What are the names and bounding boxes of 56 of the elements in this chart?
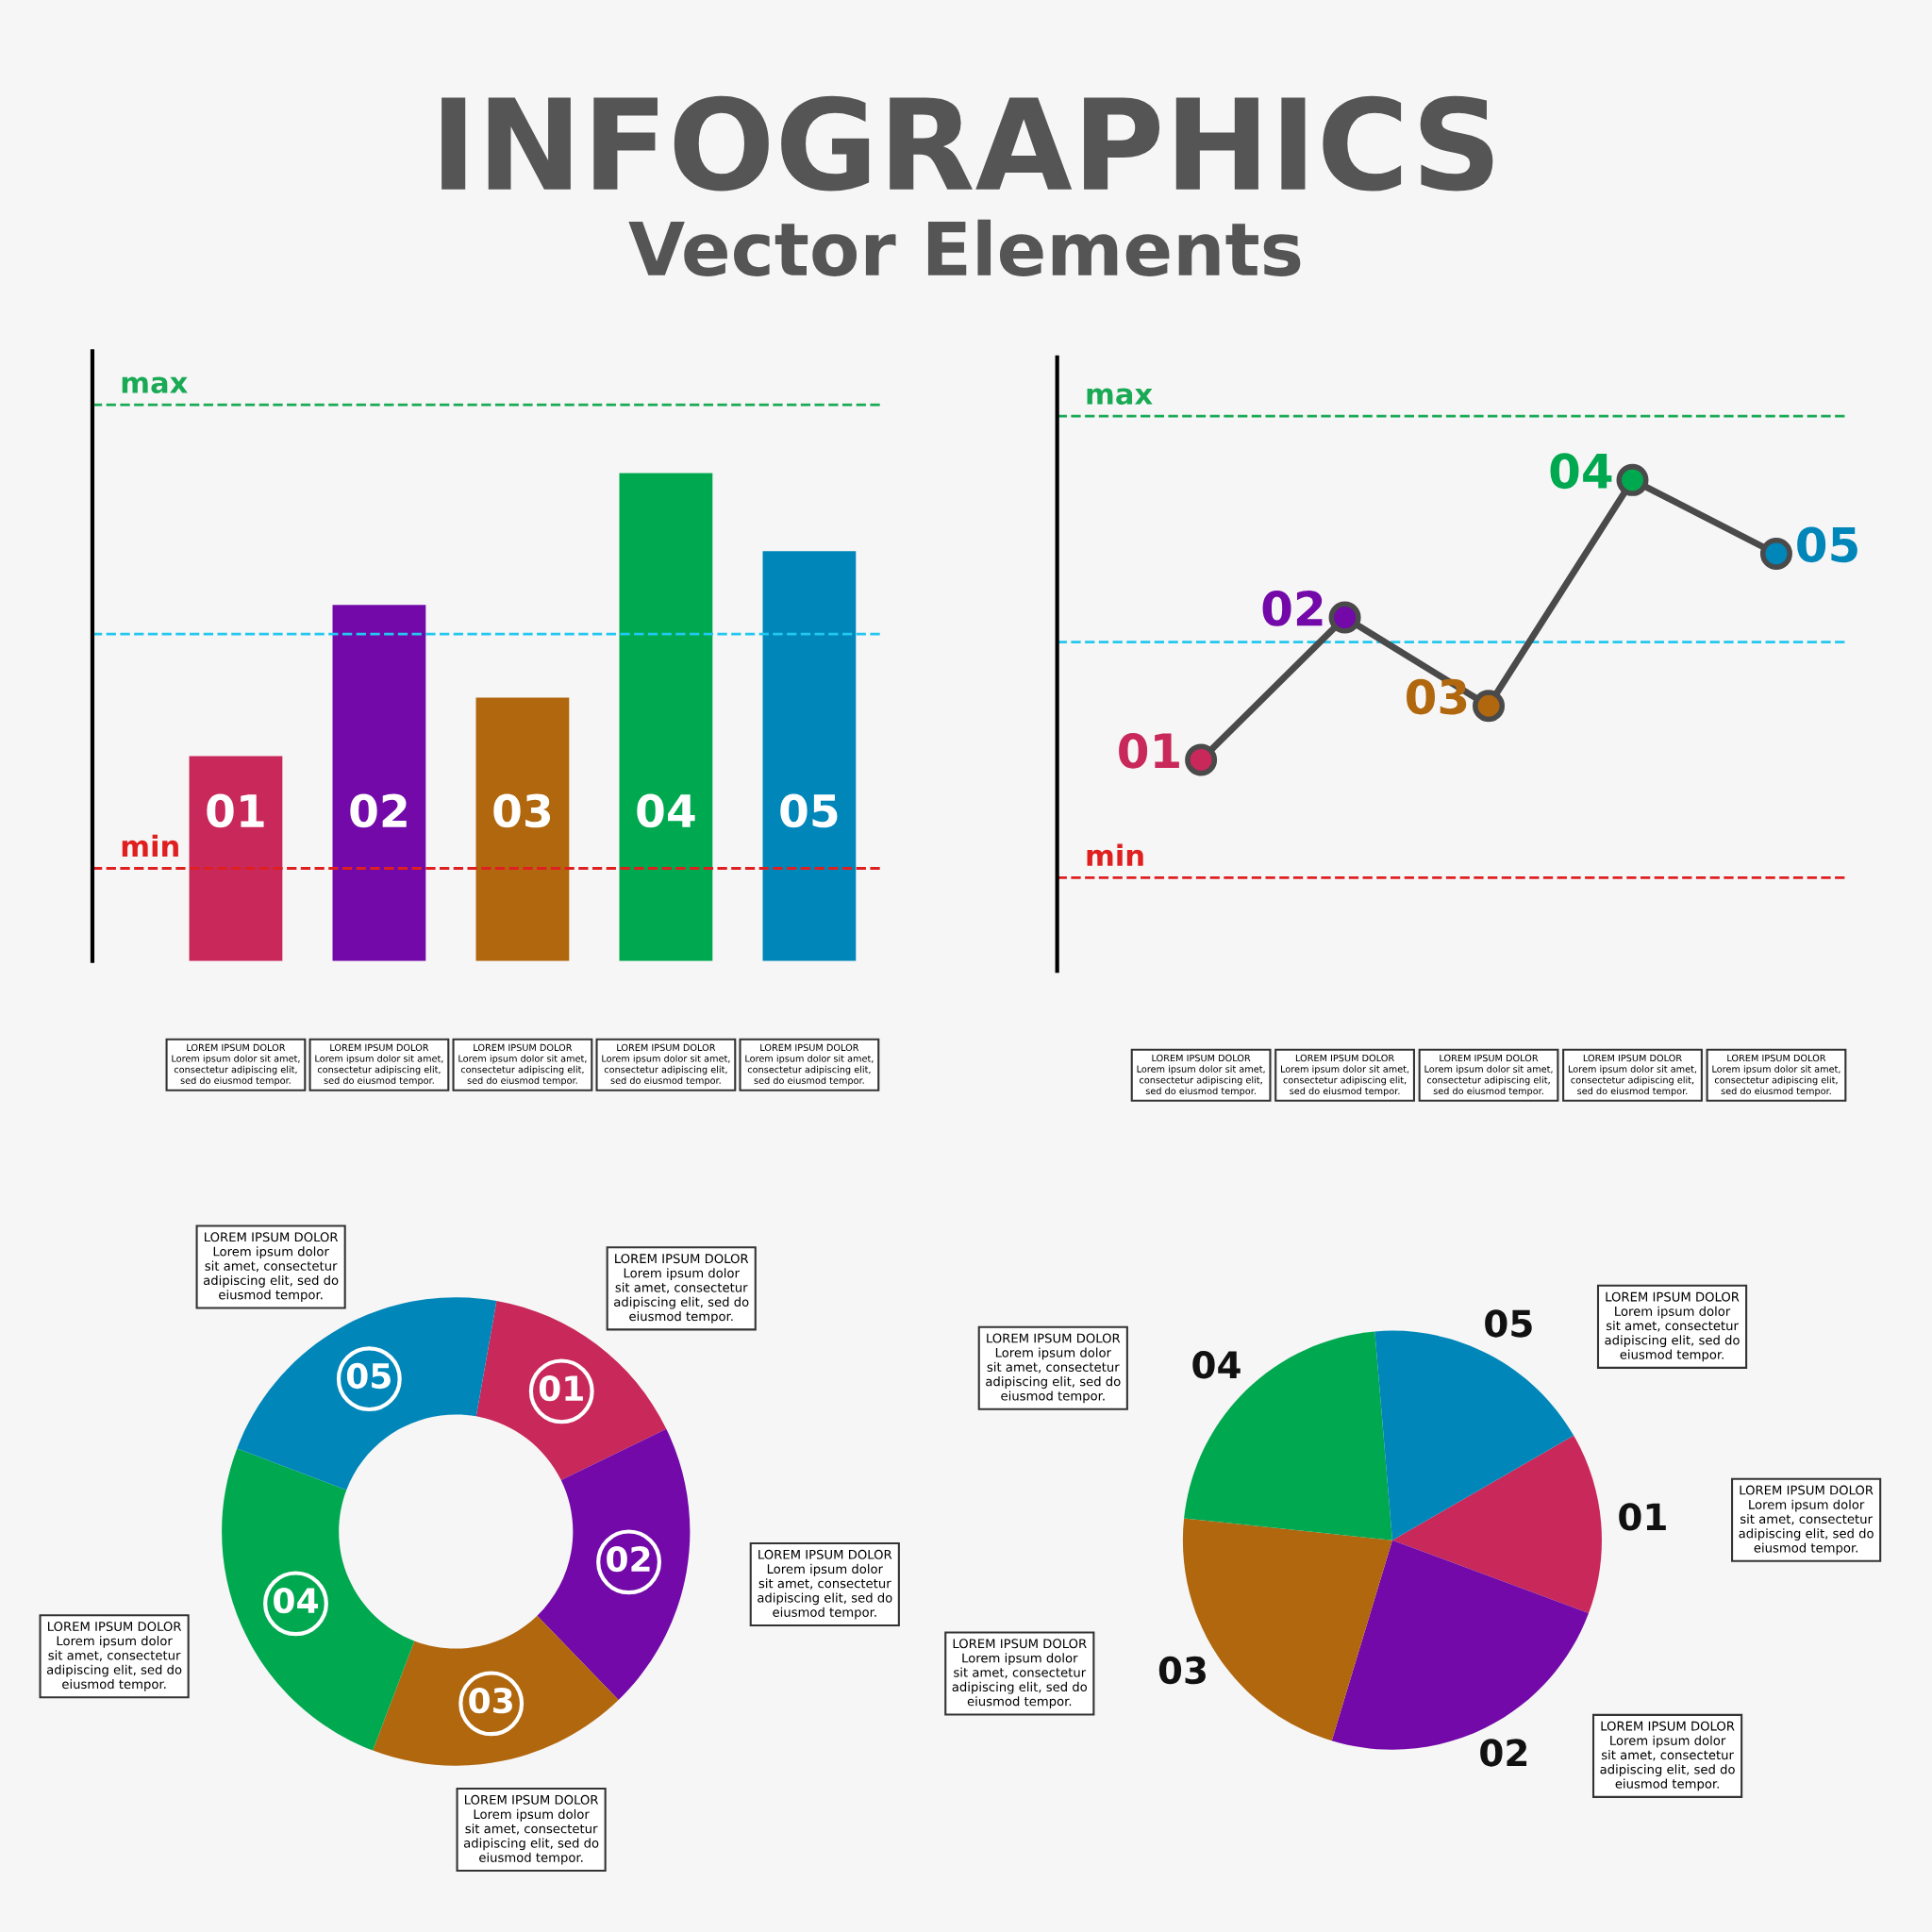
- annotation: 02: [1262, 591, 1323, 626]
- text: LOREM IPSUM DOLOR Lorem ipsum dolor sit amet, consectetur adipiscing elit, sed do eiusmod tempor.: [1739, 1485, 1874, 1556]
- text: LOREM IPSUM DOLOR Lorem ipsum dolor sit amet, consectetur adipiscing elit, sed do eiusmod tempor.: [745, 1043, 874, 1086]
- annotation: 05: [1797, 526, 1857, 563]
- text: LOREM IPSUM DOLOR Lorem ipsum dolor sit amet, consectetur adipiscing elit, sed do eiusmod tempor.: [172, 1043, 300, 1086]
- text: LOREM IPSUM DOLOR Lorem ipsum dolor sit amet, consectetur adipiscing elit, sed do eiusmod tempor.: [458, 1043, 587, 1086]
- pie-slice: [1391, 1435, 1602, 1614]
- ref-line-label: min: [1087, 843, 1143, 866]
- text: LOREM IPSUM DOLOR Lorem ipsum dolor sit amet, consectetur adipiscing elit, sed do eiusmod tempor.: [986, 1333, 1121, 1404]
- annotation: 03: [1407, 678, 1467, 715]
- bar: [475, 697, 570, 961]
- text: LOREM IPSUM DOLOR Lorem ipsum dolor sit amet, consectetur adipiscing elit, sed do eiusmod tempor.: [614, 1254, 749, 1324]
- text: LOREM IPSUM DOLOR Lorem ipsum dolor sit amet, consectetur adipiscing elit, sed do eiusmod tempor.: [1712, 1054, 1840, 1096]
- x-tick-label: 03: [493, 793, 551, 828]
- slice-label: 03: [469, 1687, 512, 1714]
- text: LOREM IPSUM DOLOR Lorem ipsum dolor sit amet, consectetur adipiscing elit, sed do eiusmod tempor.: [1605, 1291, 1740, 1362]
- slice-label: 04: [274, 1587, 318, 1614]
- chart-title: INFOGRAPHICS: [441, 95, 1493, 192]
- x-tick-label: 05: [780, 793, 838, 828]
- annotation: 01: [1119, 732, 1179, 769]
- ref-line-label: min: [122, 834, 178, 857]
- ref-line-label: max: [1087, 388, 1153, 406]
- slice-label: 02: [1480, 1739, 1527, 1767]
- text: LOREM IPSUM DOLOR Lorem ipsum dolor sit amet, consectetur adipiscing elit, sed do eiusmod tempor.: [602, 1043, 730, 1086]
- pie-slice: [1184, 1331, 1392, 1541]
- x-tick-label: 02: [350, 793, 407, 828]
- text: LOREM IPSUM DOLOR Lorem ipsum dolor sit amet, consectetur adipiscing elit, sed do eiusmod tempor.: [46, 1622, 182, 1691]
- ref-line-label: max: [122, 376, 188, 394]
- text: LOREM IPSUM DOLOR Lorem ipsum dolor sit amet, consectetur adipiscing elit, sed do eiusmod tempor.: [758, 1549, 892, 1620]
- x-tick-label: 01: [207, 793, 264, 828]
- text: LOREM IPSUM DOLOR Lorem ipsum dolor sit amet, consectetur adipiscing elit, sed do eiusmod tempor.: [1281, 1054, 1409, 1096]
- text: LOREM IPSUM DOLOR Lorem ipsum dolor sit amet, consectetur adipiscing elit, sed do eiusmod tempor.: [1424, 1054, 1553, 1096]
- slice-label: 04: [1192, 1351, 1241, 1379]
- bar: [189, 756, 283, 961]
- slice-label: 02: [607, 1545, 650, 1573]
- bar: [762, 551, 857, 961]
- bar: [332, 605, 426, 961]
- text: LOREM IPSUM DOLOR Lorem ipsum dolor sit amet, consectetur adipiscing elit, sed do eiusmod tempor.: [203, 1232, 339, 1302]
- text: LOREM IPSUM DOLOR Lorem ipsum dolor sit amet, consectetur adipiscing elit, sed do eiusmod tempor.: [1568, 1054, 1697, 1096]
- donut-slice: [373, 1615, 619, 1766]
- slice-label: 03: [1158, 1656, 1206, 1685]
- text: LOREM IPSUM DOLOR Lorem ipsum dolor sit amet, consectetur adipiscing elit, sed do eiusmod tempor.: [315, 1043, 443, 1086]
- donut-slice: [537, 1428, 691, 1701]
- x-tick-label: 04: [637, 793, 695, 828]
- bar: [619, 473, 713, 961]
- text: LOREM IPSUM DOLOR Lorem ipsum dolor sit amet, consectetur adipiscing elit, sed do eiusmod tempor.: [952, 1639, 1088, 1708]
- text: LOREM IPSUM DOLOR Lorem ipsum dolor sit amet, consectetur adipiscing elit, sed do eiusmod tempor.: [463, 1794, 599, 1865]
- donut-slice: [222, 1448, 415, 1751]
- annotation: 04: [1550, 453, 1612, 490]
- slice-label: 01: [539, 1375, 583, 1402]
- text: LOREM IPSUM DOLOR Lorem ipsum dolor sit amet, consectetur adipiscing elit, sed do eiusmod tempor.: [1137, 1054, 1265, 1096]
- slice-label: 01: [1619, 1503, 1666, 1531]
- slice-label: 05: [1485, 1309, 1532, 1338]
- slice-label: 05: [346, 1362, 391, 1390]
- text: LOREM IPSUM DOLOR Lorem ipsum dolor sit amet, consectetur adipiscing elit, sed do eiusmod tempor.: [1600, 1721, 1735, 1791]
- chart-subtitle: Vector Elements: [628, 219, 1301, 276]
